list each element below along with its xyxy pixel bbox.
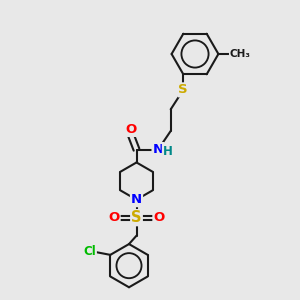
Text: S: S [131, 210, 142, 225]
Text: H: H [163, 145, 172, 158]
Text: CH₃: CH₃ [230, 49, 251, 59]
Text: O: O [153, 211, 165, 224]
Text: Cl: Cl [83, 245, 96, 258]
Text: O: O [108, 211, 120, 224]
Text: O: O [125, 123, 136, 136]
Text: N: N [131, 193, 142, 206]
Text: S: S [178, 83, 188, 96]
Text: N: N [152, 143, 164, 156]
